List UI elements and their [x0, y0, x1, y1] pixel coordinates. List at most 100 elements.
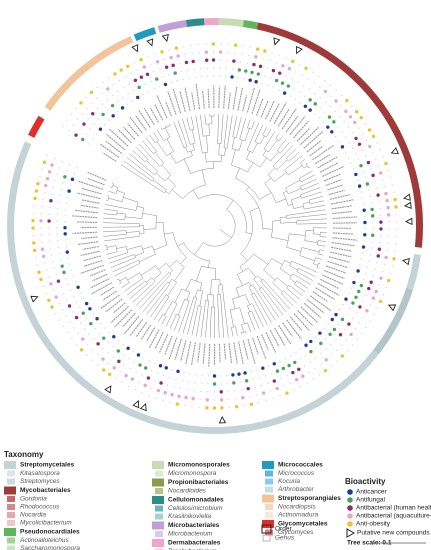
bioactivity-cell	[72, 275, 75, 277]
bioactivity-cell	[272, 397, 274, 400]
leaf-label	[278, 325, 292, 345]
bioactivity-cell	[111, 114, 115, 118]
bioactivity-cell	[88, 333, 90, 335]
branch	[174, 315, 181, 331]
bioactivity-cell	[58, 167, 61, 169]
branch	[139, 274, 172, 309]
bioactivity-cell	[39, 175, 41, 178]
leaf-label	[330, 199, 354, 205]
leaf-label	[102, 290, 117, 301]
bioactivity-cell	[175, 402, 180, 406]
bioactivity-cell	[154, 53, 156, 55]
leaf-label	[312, 144, 335, 161]
branch	[156, 141, 167, 156]
branch	[165, 191, 169, 194]
leaf-label	[172, 88, 182, 114]
bioactivity-cell	[323, 328, 325, 330]
bioactivity-cell	[314, 92, 316, 95]
bioactivity-label: Antifungal	[356, 497, 385, 504]
putative-marker	[273, 37, 281, 46]
bioactivity-cell	[41, 168, 43, 171]
bioactivity-cell	[52, 186, 55, 189]
bioactivity-cell	[344, 109, 348, 114]
bioactivity-cell	[376, 193, 380, 197]
bioactivity-cell	[195, 374, 197, 376]
bioactivity-cell	[377, 165, 380, 167]
bioactivity-cell	[232, 59, 236, 63]
branch	[301, 182, 319, 191]
branch	[204, 114, 206, 125]
branch	[166, 151, 174, 156]
bioactivity-cell	[35, 256, 37, 259]
leaf-label	[332, 232, 354, 235]
bioactivity-cell	[158, 364, 163, 368]
bioactivity-cell	[207, 383, 209, 385]
bioactivity-cell	[70, 289, 72, 292]
taxonomy-ring	[204, 17, 219, 26]
leaf-label	[328, 256, 350, 263]
bioactivity-cell	[219, 75, 221, 77]
branch	[163, 136, 171, 141]
order-swatch	[4, 461, 16, 469]
branch	[302, 203, 305, 210]
bioactivity-cell	[332, 327, 337, 332]
bioactivity-cell	[107, 109, 109, 111]
bioactivity-cell	[365, 326, 367, 329]
branch	[247, 312, 256, 331]
branch	[177, 242, 184, 247]
branch	[162, 314, 167, 317]
branch	[204, 152, 207, 163]
leaf-label	[314, 154, 330, 165]
bioactivity-cell	[40, 227, 42, 229]
bioactivity-cell	[237, 372, 241, 376]
bioactivity-cell	[139, 58, 143, 62]
putative-marker	[146, 38, 154, 47]
leaf-label	[285, 115, 299, 133]
bioactivity-cell	[379, 148, 381, 151]
bioactivity-cell	[87, 118, 89, 120]
branch	[180, 257, 187, 265]
bioactivity-cell	[357, 184, 362, 188]
branch	[167, 177, 176, 187]
branch	[146, 283, 171, 315]
bioactivity-cell	[68, 164, 71, 166]
bioactivity-cell	[31, 218, 35, 223]
leaf-label	[322, 274, 344, 285]
order-swatch	[152, 461, 164, 469]
branch	[251, 292, 255, 295]
bioactivity-cell	[84, 301, 89, 306]
bioactivity-cell	[240, 389, 243, 391]
leaf-label	[269, 329, 280, 347]
branch	[154, 171, 159, 176]
genus-swatch	[155, 488, 163, 494]
bioactivity-cell	[142, 93, 144, 96]
bioactivity-cell	[42, 198, 44, 201]
branch	[166, 138, 174, 152]
branch	[165, 303, 178, 327]
leaf-label	[129, 116, 143, 134]
bioactivity-cell	[227, 43, 229, 46]
branch	[252, 284, 276, 321]
bioactivity-cell	[248, 54, 250, 57]
bioactivity-cell	[278, 89, 280, 92]
bioactivity-cell	[88, 143, 91, 145]
branch	[153, 272, 162, 280]
branch	[285, 187, 289, 195]
bioactivity-cell	[59, 259, 62, 261]
bioactivity-cell	[72, 311, 74, 313]
leaf-label	[323, 173, 341, 182]
bioactivity-title: Bioactivity	[345, 477, 386, 486]
bioactivity-cell	[120, 106, 125, 110]
bioactivity-cell	[256, 47, 260, 51]
bioactivity-cell	[385, 286, 387, 289]
leaf-label	[332, 222, 357, 224]
bioactivity-cell	[234, 390, 236, 392]
putative-label: Putative new compounds	[357, 530, 430, 537]
bioactivity-cell	[291, 370, 295, 375]
bioactivity-cell	[285, 57, 287, 60]
leaf-label	[109, 128, 129, 147]
bioactivity-cell	[334, 99, 338, 103]
bioactivity-cell	[171, 63, 175, 68]
leaf-label	[184, 87, 191, 111]
bioactivity-cell	[264, 375, 267, 377]
